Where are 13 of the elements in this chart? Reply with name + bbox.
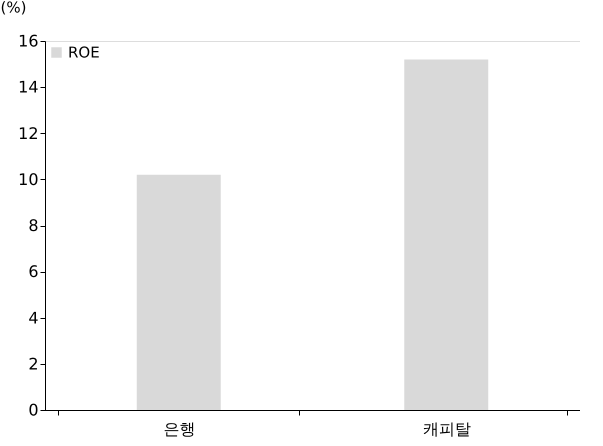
y-tick-label: 14 (18, 78, 38, 97)
y-tick-label: 0 (28, 400, 38, 420)
x-tick-label: 캐피탈 (422, 420, 471, 438)
y-tick-label: 16 (18, 32, 38, 50)
y-tick-label: 4 (28, 308, 38, 328)
legend-label: ROE (68, 44, 100, 62)
y-tick-label: 10 (18, 170, 38, 189)
y-tick-label: 12 (18, 124, 38, 143)
y-tick-label: 2 (28, 354, 38, 374)
y-tick-label: 6 (28, 262, 38, 282)
x-tick-label: 은행 (163, 420, 196, 438)
y-axis-title: (%) (0, 0, 26, 16)
y-tick-label: 8 (28, 216, 38, 235)
